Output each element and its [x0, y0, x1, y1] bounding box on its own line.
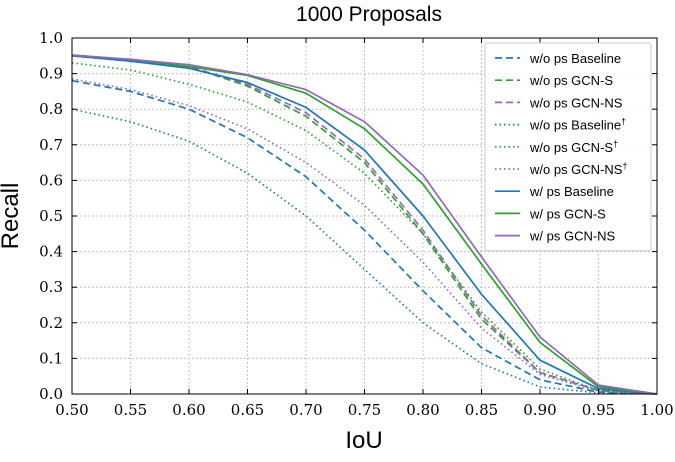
y-tick-label: 0.5 — [39, 207, 63, 225]
series-line — [71, 54, 658, 395]
legend-label: w/ ps Baseline — [529, 184, 614, 199]
x-axis-title: IoU — [345, 427, 382, 454]
legend-label: w/o ps GCN-NS — [529, 95, 623, 110]
grid — [71, 37, 658, 395]
x-tick-label: 0.80 — [406, 401, 439, 419]
legend-dagger: † — [613, 139, 618, 149]
x-tick-label: 0.60 — [172, 401, 205, 419]
legend-label: w/o ps Baseline† — [529, 117, 626, 133]
x-tick-label: 0.65 — [231, 401, 264, 419]
x-tick-labels: 0.50 0.55 0.60 0.65 0.70 0.75 0.80 0.85 0.90 0.95… — [55, 401, 673, 419]
x-tick-label: 0.70 — [289, 401, 322, 419]
series-line — [71, 54, 658, 395]
legend-label: w/o ps Baseline — [529, 51, 621, 66]
y-tick-label: 0.9 — [39, 65, 63, 83]
series-line — [71, 62, 658, 395]
legend-dagger: † — [621, 117, 626, 127]
y-tick-label: 0.3 — [39, 278, 63, 296]
y-tick-label: 0.1 — [39, 349, 63, 367]
chart-title: 1000 Proposals — [296, 3, 442, 26]
y-tick-label: 0.8 — [39, 100, 63, 118]
legend-box — [484, 42, 652, 252]
x-tick-label: 0.90 — [523, 401, 556, 419]
series-line — [71, 79, 658, 395]
y-tick-label: 0.6 — [39, 171, 63, 189]
x-tick-label: 1.00 — [640, 401, 673, 419]
legend: w/o ps Baseline w/o ps GCN-S w/o ps GCN-NS… — [484, 42, 652, 252]
series-line — [71, 108, 658, 395]
series-line — [71, 54, 658, 395]
y-tick-label: 0.7 — [39, 136, 63, 154]
y-axis-title: Recall — [0, 183, 24, 250]
x-tick-label: 0.75 — [348, 401, 381, 419]
x-tick-label: 0.50 — [55, 401, 88, 419]
y-tick-label: 0.0 — [39, 385, 63, 403]
y-tick-label: 1.0 — [39, 29, 63, 47]
legend-label: w/ ps GCN-NS — [529, 229, 616, 244]
legend-label: w/o ps GCN-S† — [529, 139, 618, 155]
legend-label: w/o ps GCN-NS† — [529, 161, 627, 177]
legend-dagger: † — [622, 161, 627, 171]
legend-label: w/o ps GCN-S — [529, 73, 613, 88]
y-tick-label: 0.2 — [39, 314, 63, 332]
x-tick-label: 0.85 — [465, 401, 498, 419]
y-tick-labels: 0.0 0.1 0.2 0.3 0.4 0.5 0.6 0.7 0.8 0.9 1.0 — [39, 29, 63, 403]
x-tick-label: 0.55 — [114, 401, 147, 419]
series-line — [71, 78, 658, 395]
x-tick-label: 0.95 — [582, 401, 615, 419]
ticks — [71, 37, 658, 395]
y-tick-label: 0.4 — [39, 243, 63, 261]
series-line — [71, 54, 658, 395]
series-layer — [71, 54, 658, 395]
legend-label: w/ ps GCN-S — [529, 206, 606, 221]
